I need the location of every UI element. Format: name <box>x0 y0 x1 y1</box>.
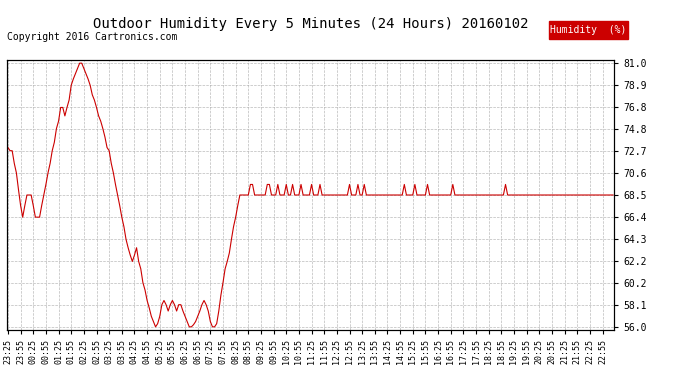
Text: Outdoor Humidity Every 5 Minutes (24 Hours) 20160102: Outdoor Humidity Every 5 Minutes (24 Hou… <box>92 17 529 31</box>
Text: Copyright 2016 Cartronics.com: Copyright 2016 Cartronics.com <box>7 32 177 42</box>
Text: Humidity  (%): Humidity (%) <box>550 26 627 35</box>
